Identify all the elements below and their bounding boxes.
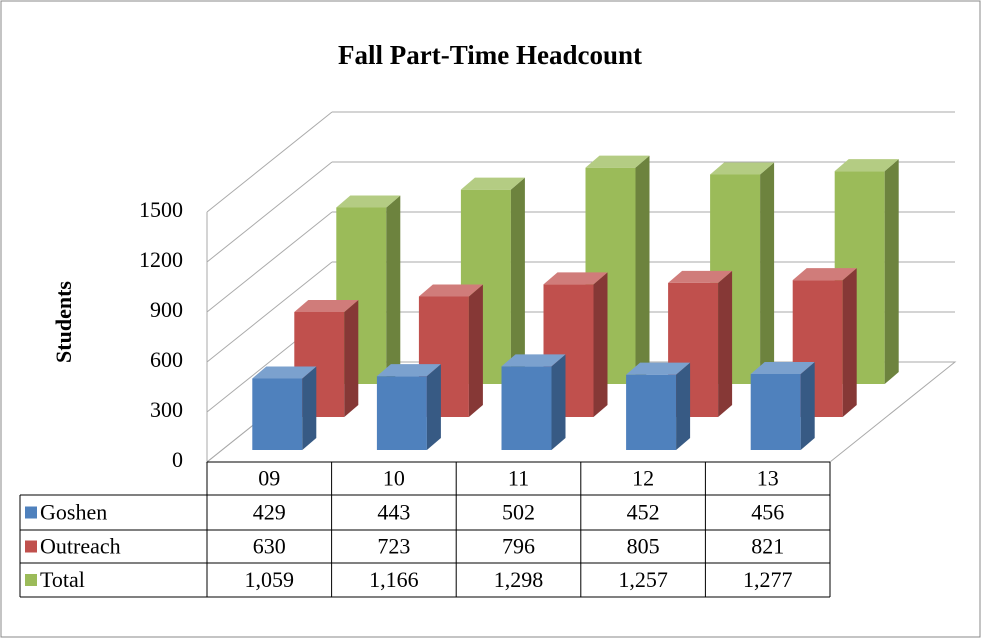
bar	[543, 272, 608, 417]
bar	[792, 268, 857, 417]
x-tick-label: 10	[383, 466, 405, 491]
bar-side	[718, 270, 733, 417]
bar-top	[252, 366, 317, 379]
legend-key	[25, 540, 37, 553]
bar-top	[543, 272, 608, 285]
table-cell: 1,059	[245, 567, 295, 592]
bar-side	[344, 300, 359, 417]
bar-front	[626, 374, 677, 450]
x-tick-label: 11	[508, 466, 529, 491]
y-tick-label: 1200	[139, 247, 183, 272]
bar	[252, 366, 317, 450]
x-tick-label: 09	[258, 466, 280, 491]
bar-side	[426, 364, 441, 450]
y-tick-label: 0	[172, 447, 183, 472]
table-cell: 796	[502, 534, 535, 559]
bar-top	[668, 270, 733, 283]
legend-key	[25, 506, 37, 519]
table-cell: 502	[502, 500, 535, 525]
bar	[376, 364, 441, 450]
table-cell: 429	[253, 500, 286, 525]
bar-side	[676, 362, 691, 450]
table-cell: 821	[751, 534, 784, 559]
bar-side	[842, 268, 857, 417]
grid-line	[206, 261, 333, 363]
bar-side	[760, 162, 775, 384]
table-cell: 630	[253, 534, 286, 559]
y-tick-label: 1500	[139, 197, 183, 222]
bar	[336, 195, 401, 384]
bar	[750, 362, 815, 450]
bar-side	[800, 362, 815, 450]
bar-top	[750, 362, 815, 374]
bar-front	[252, 378, 303, 450]
bar-top	[294, 300, 359, 312]
bar	[626, 362, 691, 450]
bar-top	[460, 177, 525, 190]
bar-side	[635, 155, 650, 384]
table-cell: 1,166	[369, 567, 419, 592]
table-cell: 1,277	[743, 567, 793, 592]
y-tick-label: 300	[150, 397, 183, 422]
bar-front	[750, 374, 801, 450]
y-tick-label: 600	[150, 347, 183, 372]
bar-top	[792, 268, 857, 281]
x-tick-label: 12	[632, 466, 654, 491]
bar-top	[336, 195, 401, 208]
bar-side	[510, 177, 525, 384]
y-axis-label: Students	[51, 281, 76, 363]
table-cell: 452	[627, 500, 660, 525]
legend-label: Goshen	[40, 500, 107, 525]
table-cell: 443	[377, 500, 410, 525]
x-tick-label: 13	[757, 466, 779, 491]
bar-top	[376, 364, 441, 377]
bar-side	[468, 284, 483, 417]
bar-side	[593, 272, 608, 417]
grid-line	[206, 111, 333, 213]
legend-label: Total	[40, 567, 85, 592]
table-cell: 1,298	[494, 567, 544, 592]
bar-side	[551, 354, 566, 450]
bar-top	[710, 162, 775, 175]
legend-key	[25, 574, 37, 586]
bar-side	[302, 366, 317, 450]
bar	[294, 300, 359, 417]
bar-top	[585, 155, 650, 168]
bar-side	[884, 159, 899, 384]
bar-top	[418, 284, 483, 297]
bar-top	[501, 354, 566, 367]
table-cell: 1,257	[618, 567, 668, 592]
bar	[418, 284, 483, 417]
bar	[460, 177, 525, 384]
legend-label: Outreach	[40, 534, 121, 559]
y-tick-label: 900	[150, 297, 183, 322]
grid-line	[206, 161, 333, 263]
bar-side	[386, 195, 401, 384]
table-cell: 805	[627, 534, 660, 559]
bar-front	[376, 376, 427, 450]
grid-line	[206, 211, 333, 313]
chart-title: Fall Part-Time Headcount	[338, 40, 642, 70]
table-cell: 456	[751, 500, 784, 525]
bar	[501, 354, 566, 450]
bar-top	[834, 159, 899, 172]
bar-front	[501, 366, 552, 450]
bar-top	[626, 362, 691, 375]
table-cell: 723	[377, 534, 410, 559]
